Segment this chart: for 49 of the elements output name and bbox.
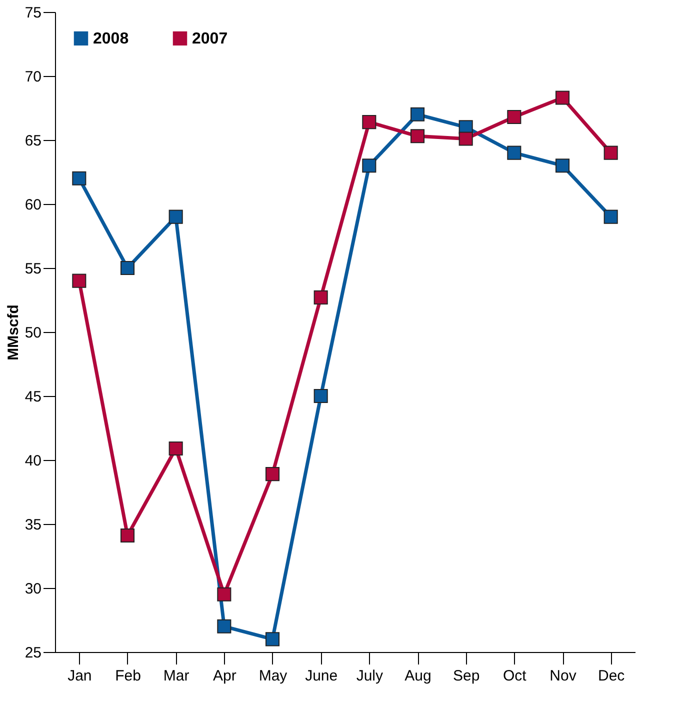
y-tick-label: 25 (24, 644, 42, 662)
x-tick-label: Apr (212, 668, 236, 684)
y-tick-label: 55 (24, 260, 42, 278)
point (120, 528, 135, 543)
point (72, 171, 86, 186)
point (168, 210, 183, 224)
y-axis-title: MMscfd (4, 304, 22, 360)
y-tick-label: 50 (24, 324, 42, 342)
point (507, 110, 522, 124)
point (555, 90, 570, 105)
point (72, 274, 86, 288)
point (362, 158, 376, 173)
x-tick-label: June (305, 668, 338, 684)
y-tick-label: 35 (24, 516, 42, 534)
y-tick-label: 60 (24, 196, 42, 214)
y-tick-label: 75 (24, 4, 42, 22)
point (604, 210, 618, 224)
point (120, 260, 135, 276)
point (604, 146, 618, 160)
y-tick-label: 30 (24, 580, 42, 598)
x-tick-label: Nov (550, 668, 577, 684)
point (314, 290, 328, 304)
point (217, 587, 232, 602)
point (314, 388, 328, 404)
point (265, 467, 280, 482)
point (217, 619, 232, 634)
x-tick-label: Mar (163, 668, 190, 684)
point (265, 632, 280, 646)
x-tick-label: Feb (115, 668, 141, 684)
y-tick-label: 40 (24, 452, 42, 470)
x-tick-label: Jan (68, 668, 92, 684)
x-tick-label: Sep (452, 668, 480, 684)
y-tick-label: 70 (24, 68, 42, 86)
legend-label: 2007 (192, 30, 228, 48)
y-tick-label: 65 (24, 132, 42, 150)
point (168, 441, 183, 456)
x-tick-label: Aug (404, 668, 432, 684)
point (362, 115, 376, 130)
point (507, 146, 522, 160)
y-tick-label: 45 (24, 388, 42, 406)
point (458, 132, 473, 146)
x-tick-label: July (356, 668, 384, 684)
x-tick-label: May (258, 668, 288, 684)
x-tick-label: Oct (502, 668, 528, 684)
legend-label: 2008 (93, 30, 129, 48)
x-tick-label: Dec (598, 668, 626, 684)
point (410, 129, 425, 144)
point (555, 158, 570, 173)
point (410, 107, 425, 122)
